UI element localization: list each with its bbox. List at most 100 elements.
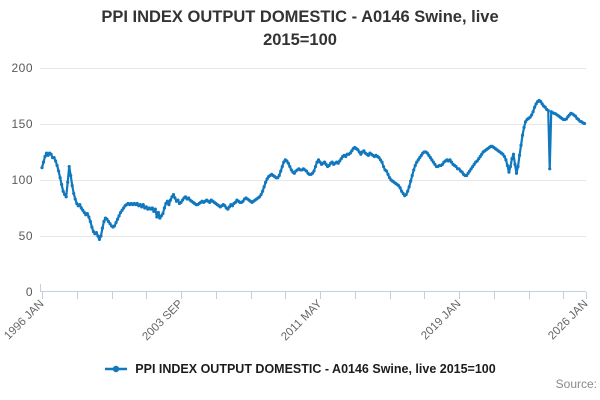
data-point bbox=[73, 197, 77, 201]
data-point bbox=[511, 152, 516, 156]
data-point bbox=[289, 168, 293, 172]
data-point bbox=[55, 163, 59, 168]
y-axis-tick-label: 100 bbox=[11, 173, 33, 187]
data-point bbox=[546, 108, 550, 113]
data-point bbox=[304, 169, 309, 173]
data-point bbox=[279, 169, 283, 173]
chart-plot[interactable] bbox=[40, 68, 588, 300]
data-point bbox=[378, 158, 383, 162]
data-point bbox=[87, 215, 91, 219]
data-point bbox=[475, 159, 479, 163]
data-point bbox=[336, 161, 340, 165]
data-point bbox=[412, 168, 416, 172]
data-point bbox=[440, 162, 445, 166]
data-point bbox=[508, 164, 513, 169]
data-point bbox=[415, 160, 419, 164]
data-point bbox=[162, 206, 166, 210]
data-point bbox=[502, 154, 506, 159]
data-point bbox=[66, 180, 70, 184]
data-point bbox=[64, 195, 68, 199]
data-point bbox=[114, 220, 118, 225]
data-point bbox=[285, 159, 289, 163]
data-point bbox=[356, 148, 360, 152]
data-point bbox=[227, 205, 231, 209]
data-point bbox=[54, 159, 58, 163]
legend[interactable]: PPI INDEX OUTPUT DOMESTIC - A0146 Swine,… bbox=[0, 362, 600, 376]
data-point bbox=[448, 158, 452, 162]
data-point bbox=[449, 160, 454, 164]
data-point bbox=[409, 179, 413, 183]
title-line-2: 2015=100 bbox=[263, 30, 337, 49]
data-point bbox=[425, 151, 429, 155]
x-axis-tick-label: 2003 SEP bbox=[140, 298, 186, 344]
data-point bbox=[164, 201, 168, 206]
data-point bbox=[465, 173, 469, 178]
data-point bbox=[428, 156, 432, 160]
data-point bbox=[330, 160, 334, 164]
data-point bbox=[324, 162, 328, 166]
data-point bbox=[472, 162, 476, 166]
data-point bbox=[548, 167, 552, 171]
data-point bbox=[471, 164, 475, 169]
data-point bbox=[81, 208, 85, 212]
data-point bbox=[115, 217, 120, 221]
data-point bbox=[510, 157, 514, 161]
data-point bbox=[522, 125, 526, 129]
data-point bbox=[161, 212, 165, 216]
y-axis-tick-label: 50 bbox=[18, 229, 33, 243]
x-axis-tick-label: 2026 JAN bbox=[546, 298, 591, 343]
data-point bbox=[233, 200, 238, 204]
data-point bbox=[520, 133, 525, 137]
data-point bbox=[43, 154, 47, 159]
data-point bbox=[259, 192, 263, 197]
data-point bbox=[158, 216, 162, 220]
data-point bbox=[135, 201, 139, 206]
data-point bbox=[523, 120, 528, 124]
data-point bbox=[350, 149, 354, 153]
legend-label: PPI INDEX OUTPUT DOMESTIC - A0146 Swine,… bbox=[135, 362, 496, 376]
data-point bbox=[338, 159, 342, 163]
data-point bbox=[82, 210, 86, 215]
data-point bbox=[348, 151, 352, 155]
data-point bbox=[468, 169, 472, 173]
data-point bbox=[180, 198, 185, 202]
data-point bbox=[141, 203, 145, 207]
data-point bbox=[155, 215, 159, 219]
data-point bbox=[88, 219, 92, 224]
data-point bbox=[226, 207, 230, 211]
data-point bbox=[176, 198, 180, 202]
series-markers bbox=[40, 98, 587, 241]
data-point bbox=[57, 169, 61, 173]
data-point bbox=[344, 154, 348, 159]
data-point bbox=[117, 214, 121, 218]
data-point bbox=[366, 153, 370, 157]
data-point bbox=[208, 200, 212, 204]
data-point bbox=[96, 234, 100, 238]
data-point bbox=[280, 164, 284, 169]
data-point bbox=[534, 102, 538, 106]
data-point bbox=[67, 164, 71, 169]
data-point bbox=[167, 203, 171, 207]
data-point bbox=[460, 170, 464, 174]
data-point bbox=[507, 170, 511, 174]
data-point bbox=[105, 217, 109, 221]
data-point bbox=[120, 208, 124, 212]
data-point bbox=[99, 234, 103, 238]
data-point bbox=[427, 153, 431, 157]
data-point bbox=[241, 199, 245, 203]
data-point bbox=[313, 164, 318, 169]
data-point bbox=[150, 206, 154, 210]
data-point bbox=[85, 212, 89, 216]
data-point bbox=[173, 196, 177, 200]
source-label: Source: bbox=[555, 377, 597, 391]
legend-line-dot-icon bbox=[105, 365, 128, 373]
data-point bbox=[514, 171, 519, 175]
data-point bbox=[49, 152, 53, 156]
data-point bbox=[312, 169, 316, 173]
data-point bbox=[327, 163, 331, 168]
data-point bbox=[357, 150, 361, 154]
data-point bbox=[531, 110, 535, 114]
data-point bbox=[118, 210, 123, 215]
data-point bbox=[60, 182, 64, 187]
page-title: PPI INDEX OUTPUT DOMESTIC - A0146 Swine,… bbox=[0, 6, 600, 52]
